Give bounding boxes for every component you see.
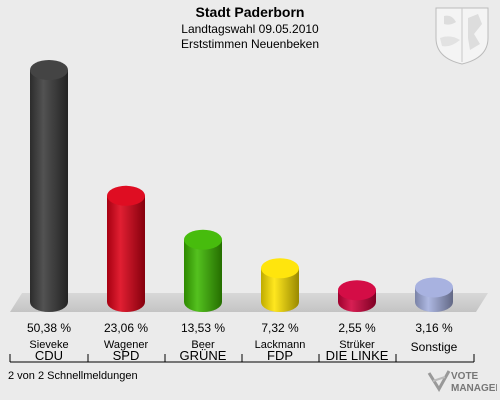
chart-subtitle: Landtagswahl 09.05.2010 [181, 22, 319, 36]
category-label: Sonstige [411, 340, 458, 354]
bar-spd [107, 185, 145, 312]
chart-subtitle-2: Erststimmen Neuenbeken [180, 37, 320, 51]
coat-of-arms-icon [435, 7, 489, 65]
category-label: GRÜNE [180, 348, 227, 363]
value-label: 13,53 % [181, 321, 225, 335]
value-label: 2,55 % [338, 321, 376, 335]
bar-fdp [261, 258, 299, 312]
footer-note: 2 von 2 Schnellmeldungen [8, 370, 138, 382]
candidate-label: Beer [191, 339, 215, 351]
value-label: 3,16 % [415, 321, 453, 335]
bar-grüne [184, 229, 222, 312]
candidate-label: Wagener [104, 339, 149, 351]
chart-title: Stadt Paderborn [195, 4, 305, 20]
logo-line-1: VOTE [451, 371, 479, 382]
category-label: SPD [113, 348, 140, 363]
bar-die-linke [338, 280, 376, 312]
candidate-label: Strüker [339, 339, 375, 351]
candidate-label: Sieveke [29, 339, 68, 351]
logo-line-2: MANAGER [451, 383, 497, 394]
value-label: 7,32 % [261, 321, 299, 335]
category-label: DIE LINKE [326, 348, 389, 363]
category-label: FDP [267, 348, 293, 363]
candidate-label: Lackmann [255, 339, 306, 351]
bar-cdu [30, 60, 68, 312]
category-label: CDU [35, 348, 63, 363]
vote-manager-logo: VOTE MANAGER [427, 370, 497, 394]
value-label: 23,06 % [104, 321, 148, 335]
value-label: 50,38 % [27, 321, 71, 335]
bar-sonstige [415, 277, 453, 312]
